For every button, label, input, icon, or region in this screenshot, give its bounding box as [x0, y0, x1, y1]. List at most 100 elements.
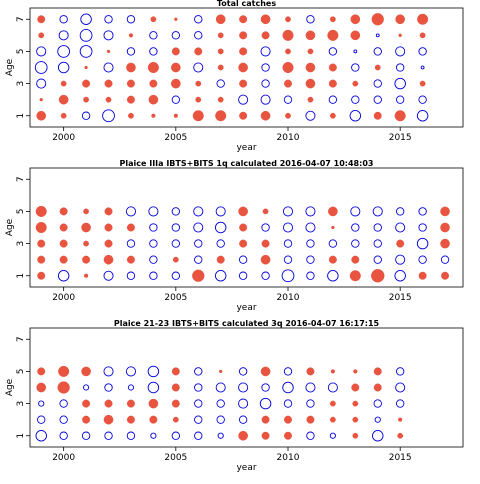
bubble-negative — [171, 431, 181, 440]
bubble-negative — [194, 15, 203, 24]
bubble-negative — [373, 95, 382, 104]
bubble-positive — [351, 255, 360, 264]
bubble-negative — [260, 46, 271, 57]
x-tick-label: 2000 — [52, 133, 75, 143]
bubble-negative — [328, 95, 338, 104]
bubble-positive — [82, 415, 91, 424]
bubble-negative — [306, 271, 315, 280]
bubble-negative — [418, 223, 427, 232]
bubble-positive — [192, 110, 204, 122]
bubble-positive — [58, 94, 69, 105]
bubble-positive — [171, 367, 180, 376]
y-tick-label: 5 — [16, 369, 26, 375]
bubble-negative — [373, 223, 382, 232]
bubble-negative — [126, 239, 136, 248]
bubble-positive — [59, 223, 68, 232]
bubble-negative — [372, 206, 383, 217]
bubble-negative — [349, 110, 362, 122]
bubble-positive — [306, 415, 315, 424]
y-tick-label: 1 — [16, 273, 26, 279]
bubble-positive — [151, 113, 156, 118]
bubble-positive — [373, 367, 382, 376]
bubble-positive — [126, 399, 135, 408]
bubble-positive — [57, 381, 70, 394]
bubble-positive — [104, 399, 113, 408]
bubble-positive — [82, 255, 91, 264]
bubble-negative — [395, 254, 406, 265]
bubble-positive — [192, 269, 205, 282]
bubble-positive — [398, 33, 402, 38]
bubble-positive — [353, 369, 358, 374]
x-tick-label: 2010 — [277, 133, 300, 143]
bubble-negative — [394, 270, 406, 282]
bubble-positive — [83, 96, 89, 103]
bubble-positive — [126, 223, 135, 232]
bubble-negative — [238, 271, 248, 280]
bubble-positive — [103, 414, 114, 425]
bubble-positive — [60, 80, 67, 87]
y-tick-label: 3 — [16, 81, 26, 87]
bubble-positive — [239, 31, 248, 40]
bubble-negative — [373, 239, 382, 248]
bubble-negative — [283, 239, 293, 248]
bubble-positive — [217, 64, 224, 71]
bubble-negative — [351, 223, 360, 232]
bubble-positive — [103, 254, 114, 265]
bubble-negative — [238, 382, 249, 393]
bubble-positive — [285, 112, 291, 119]
bubble-negative — [34, 61, 48, 74]
bubble-positive — [260, 254, 271, 265]
bubble-negative — [373, 79, 382, 88]
bubble-positive — [284, 431, 292, 440]
bubble-negative — [373, 255, 382, 264]
x-tick-label: 2015 — [389, 133, 412, 143]
bubble-negative — [80, 13, 92, 25]
bubble-negative — [79, 45, 93, 58]
bubble-positive — [126, 95, 135, 104]
bubble-positive — [148, 94, 159, 105]
bubble-negative — [214, 270, 227, 282]
bubble-negative — [104, 383, 113, 392]
bubble-positive — [328, 255, 337, 264]
y-axis-label: Age — [5, 218, 15, 236]
bubble-positive — [84, 65, 88, 70]
bubble-negative — [283, 255, 293, 264]
bubble-positive — [239, 223, 248, 232]
panel-2: Plaice IIIa IBTS+BITS 1q calculated 2016… — [5, 159, 464, 313]
plot-frame — [29, 167, 464, 288]
bubble-positive — [417, 13, 429, 25]
bubble-negative — [238, 398, 249, 409]
bubble-negative — [329, 432, 336, 439]
bubble-positive — [217, 96, 224, 103]
bubble-negative — [373, 399, 382, 408]
x-tick-label: 2000 — [52, 453, 75, 463]
bubble-positive — [38, 32, 45, 39]
bubble-positive — [418, 271, 427, 280]
bubble-negative — [171, 95, 181, 104]
bubble-negative — [59, 431, 68, 440]
bubble-negative — [58, 30, 69, 41]
bubble-negative — [147, 365, 160, 378]
bubble-positive — [262, 208, 269, 215]
bubble-positive — [284, 79, 292, 88]
bubble-positive — [261, 239, 270, 248]
bubble-positive — [373, 383, 382, 392]
bubble-negative — [351, 239, 360, 248]
bubble-negative — [375, 33, 380, 38]
bubble-positive — [371, 13, 384, 26]
bubble-negative — [103, 62, 114, 73]
bubble-positive — [37, 271, 46, 280]
bubble-positive — [239, 111, 248, 120]
bubble-negative — [394, 77, 406, 90]
bubble-negative — [238, 415, 248, 424]
bubble-negative — [261, 271, 270, 280]
bubble-positive — [106, 49, 111, 54]
bubble-negative — [193, 206, 204, 217]
bubble-negative — [261, 63, 270, 72]
bubble-negative — [306, 431, 315, 440]
bubble-negative — [418, 47, 427, 56]
y-tick-label: 7 — [16, 336, 26, 342]
bubble-positive — [173, 113, 178, 118]
bubble-negative — [282, 206, 294, 217]
bubble-negative — [102, 109, 115, 123]
